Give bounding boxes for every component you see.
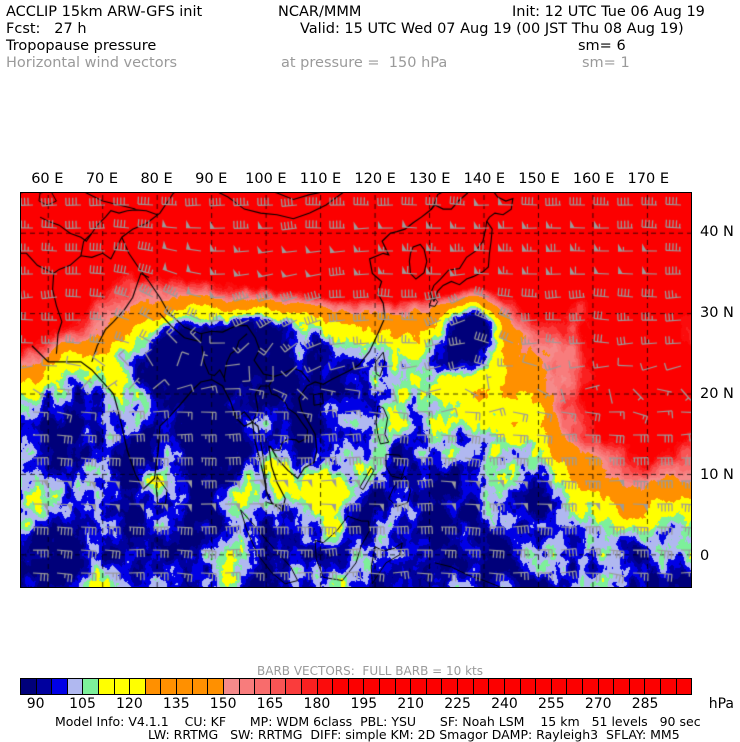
colorbar-segment [99,679,115,694]
colorbar-tick-105: 105 [69,696,96,712]
colorbar-segment [130,679,146,694]
colorbar-segment [645,679,661,694]
colorbar-segment [177,679,193,694]
colorbar-tick-225: 225 [444,696,471,712]
lon-tick-130: 130 E [409,171,451,187]
colorbar-tick-285: 285 [631,696,659,712]
lat-tick-30: 30 N [700,305,734,322]
lat-tick-10: 10 N [700,466,734,483]
lon-tick-60: 60 E [31,171,64,187]
colorbar-segment [364,679,381,694]
colorbar-tick-150: 150 [209,696,237,712]
colorbar-segment [52,679,68,694]
header-forecast-hour: Fcst: 27 h [6,21,87,37]
colorbar-segment [270,679,287,694]
colorbar-segment [395,679,412,694]
model-info-line-2: LW: RRTMG SW: RRTMG DIFF: simple KM: 2D … [148,727,680,742]
colorbar-segment [629,679,646,694]
lon-tick-160: 160 E [572,171,615,187]
colorbar-tick-195: 195 [350,696,378,712]
header-title: ACCLIP 15km ARW-GFS init [6,4,203,20]
colorbar-segment [458,679,474,694]
colorbar-segment [442,679,459,694]
header-smoothing-primary: sm= 6 [578,38,626,54]
header-field-secondary: Horizontal wind vectors [6,55,178,71]
map-plot-area[interactable] [20,192,692,588]
colorbar-segment [333,679,349,694]
header-smoothing-secondary: sm= 1 [582,55,630,71]
colorbar-segment [255,679,271,694]
header-valid-time: Valid: 15 UTC Wed 07 Aug 19 (00 JST Thu … [300,21,684,37]
colorbar-segment [551,679,568,694]
colorbar-tick-240: 240 [491,696,518,712]
header: ACCLIP 15km ARW-GFS init NCAR/MMM Init: … [0,0,740,80]
colorbar-segment [660,679,677,694]
colorbar-segment [208,679,224,694]
tropopause-pressure-field [21,193,691,587]
colorbar-segment [380,679,396,694]
colorbar[interactable] [20,678,692,695]
colorbar-segment [426,679,443,694]
lon-tick-100: 100 E [245,171,287,187]
colorbar-segment [114,679,131,694]
colorbar-tick-90: 90 [26,696,45,712]
colorbar-segment [161,679,178,694]
colorbar-segment [223,679,240,694]
lon-tick-140: 140 E [463,171,506,187]
lon-tick-170: 170 E [627,171,670,187]
header-init-time: Init: 12 UTC Tue 06 Aug 19 [512,4,705,20]
colorbar-tick-120: 120 [116,696,143,712]
lon-tick-150: 150 E [518,171,560,187]
lat-tick-0: 0 [700,547,710,564]
barb-vector-legend: BARB VECTORS: FULL BARB = 10 kts [257,664,483,678]
lon-tick-80: 80 E [140,171,173,187]
lon-tick-110: 110 E [299,171,342,187]
lon-tick-70: 70 E [85,171,119,187]
colorbar-segment [301,679,318,694]
colorbar-segment [67,679,84,694]
colorbar-tick-270: 270 [584,696,612,712]
lon-tick-90: 90 E [195,171,228,187]
colorbar-segment [348,679,365,694]
colorbar-segment [192,679,209,694]
colorbar-segment [489,679,505,694]
colorbar-segment [567,679,583,694]
colorbar-tick-180: 180 [303,696,331,712]
colorbar-segment [582,679,599,694]
colorbar-segment [411,679,427,694]
colorbar-segment [676,679,692,694]
colorbar-unit-label: hPa [708,696,734,712]
latitude-axis: 40 N 30 N 20 N 10 N 0 [700,192,740,592]
lon-tick-120: 120 E [354,171,396,187]
lat-tick-40: 40 N [700,224,734,241]
header-pressure-level: at pressure = 150 hPa [281,55,448,71]
colorbar-segment [473,679,490,694]
colorbar-segment [504,679,521,694]
colorbar-segment [614,679,630,694]
model-info-line-1: Model Info: V4.1.1 CU: KF MP: WDM 6class… [55,714,701,729]
colorbar-tick-210: 210 [397,696,425,712]
colorbar-tick-labels: 90 105 120 135 150 165 180 195 210 225 240 255 270 28… [0,696,740,714]
colorbar-segment [36,679,53,694]
colorbar-segment [286,679,302,694]
colorbar-segment [145,679,162,694]
colorbar-segment [239,679,256,694]
colorbar-tick-255: 255 [537,696,565,712]
colorbar-tick-165: 165 [256,696,284,712]
longitude-axis: 60 E 70 E 80 E 90 E 100 E 110 E 120 E 130 E 140 … [0,171,740,189]
colorbar-segment [536,679,552,694]
colorbar-segment [520,679,537,694]
lat-tick-20: 20 N [700,386,734,403]
colorbar-segment [317,679,334,694]
colorbar-tick-135: 135 [162,696,190,712]
colorbar-segment [83,679,100,694]
header-field-primary: Tropopause pressure [6,38,157,54]
header-center-label: NCAR/MMM [278,4,362,20]
colorbar-segment [598,679,615,694]
colorbar-segment [21,679,37,694]
